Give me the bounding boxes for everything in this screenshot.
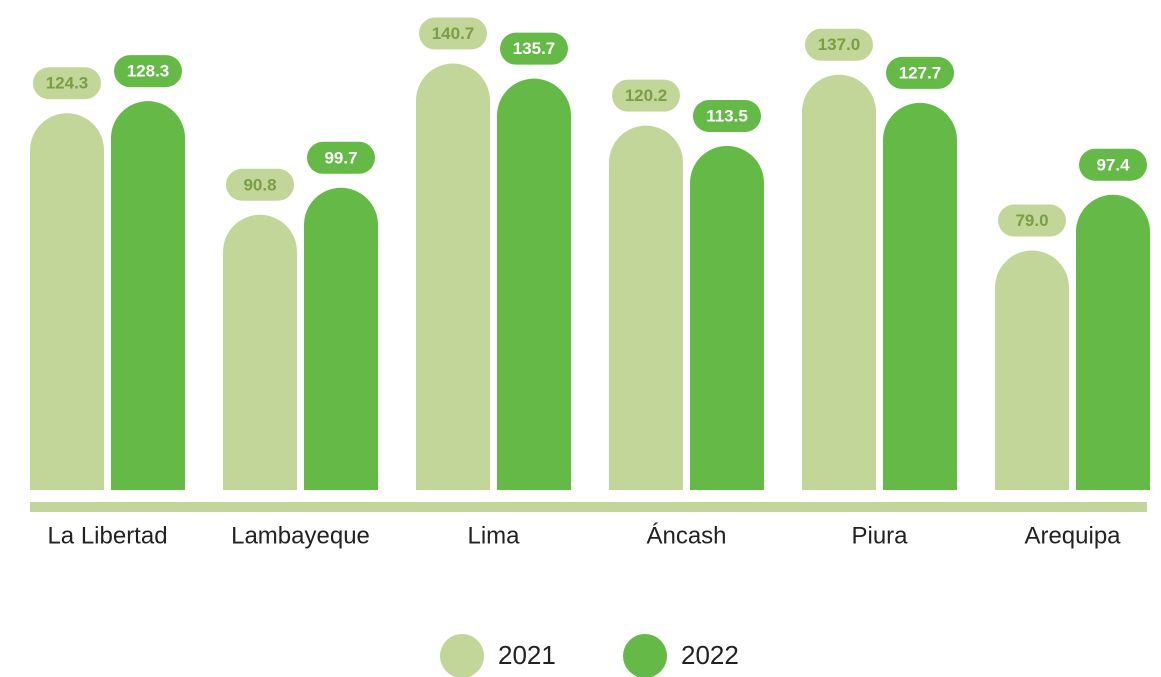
- legend-label: 2021: [498, 640, 556, 670]
- value-label-pill: [419, 17, 487, 50]
- value-label-pill: [886, 56, 954, 89]
- value-label: 99.7: [324, 148, 357, 167]
- value-label-pill: [998, 204, 1066, 237]
- bar: [223, 214, 297, 490]
- value-label-pill: [500, 32, 568, 65]
- x-tick-label: Áncash: [646, 522, 726, 549]
- axis-band: [30, 502, 1147, 512]
- bar: [609, 125, 683, 490]
- value-label-pill: [114, 55, 182, 88]
- bar: [111, 101, 185, 490]
- bar: [304, 187, 378, 491]
- bar: [416, 63, 490, 491]
- bar: [883, 102, 957, 491]
- legend-label: 2022: [681, 640, 739, 670]
- value-label-pill: [1079, 148, 1147, 181]
- value-label-pill: [33, 67, 101, 100]
- value-label: 90.8: [243, 175, 276, 194]
- x-tick-label: Piura: [851, 522, 908, 549]
- value-label-pill: [226, 168, 294, 201]
- bar: [497, 78, 571, 490]
- value-label: 79.0: [1015, 211, 1048, 230]
- bar: [995, 250, 1069, 490]
- value-label: 137.0: [818, 35, 861, 54]
- bar: [690, 145, 764, 491]
- x-tick-label: Lambayeque: [231, 522, 370, 549]
- value-label-pill: [693, 99, 761, 132]
- value-label: 124.3: [46, 74, 89, 93]
- value-label: 135.7: [513, 39, 556, 58]
- value-label: 120.2: [625, 86, 668, 105]
- value-label: 128.3: [127, 62, 170, 81]
- value-label-pill: [612, 79, 680, 112]
- legend-swatch: [440, 634, 484, 677]
- bar: [1076, 194, 1150, 491]
- value-label-pill: [805, 28, 873, 61]
- bar: [802, 74, 876, 490]
- x-tick-label: La Libertad: [47, 522, 167, 549]
- bar: [30, 113, 104, 491]
- value-label: 97.4: [1096, 155, 1130, 174]
- legend-swatch: [623, 634, 667, 677]
- value-label: 140.7: [432, 24, 475, 43]
- value-label: 127.7: [899, 63, 942, 82]
- x-tick-label: Arequipa: [1024, 522, 1121, 549]
- value-label: 113.5: [706, 106, 748, 125]
- value-label-pill: [307, 141, 375, 174]
- x-tick-label: Lima: [467, 522, 520, 549]
